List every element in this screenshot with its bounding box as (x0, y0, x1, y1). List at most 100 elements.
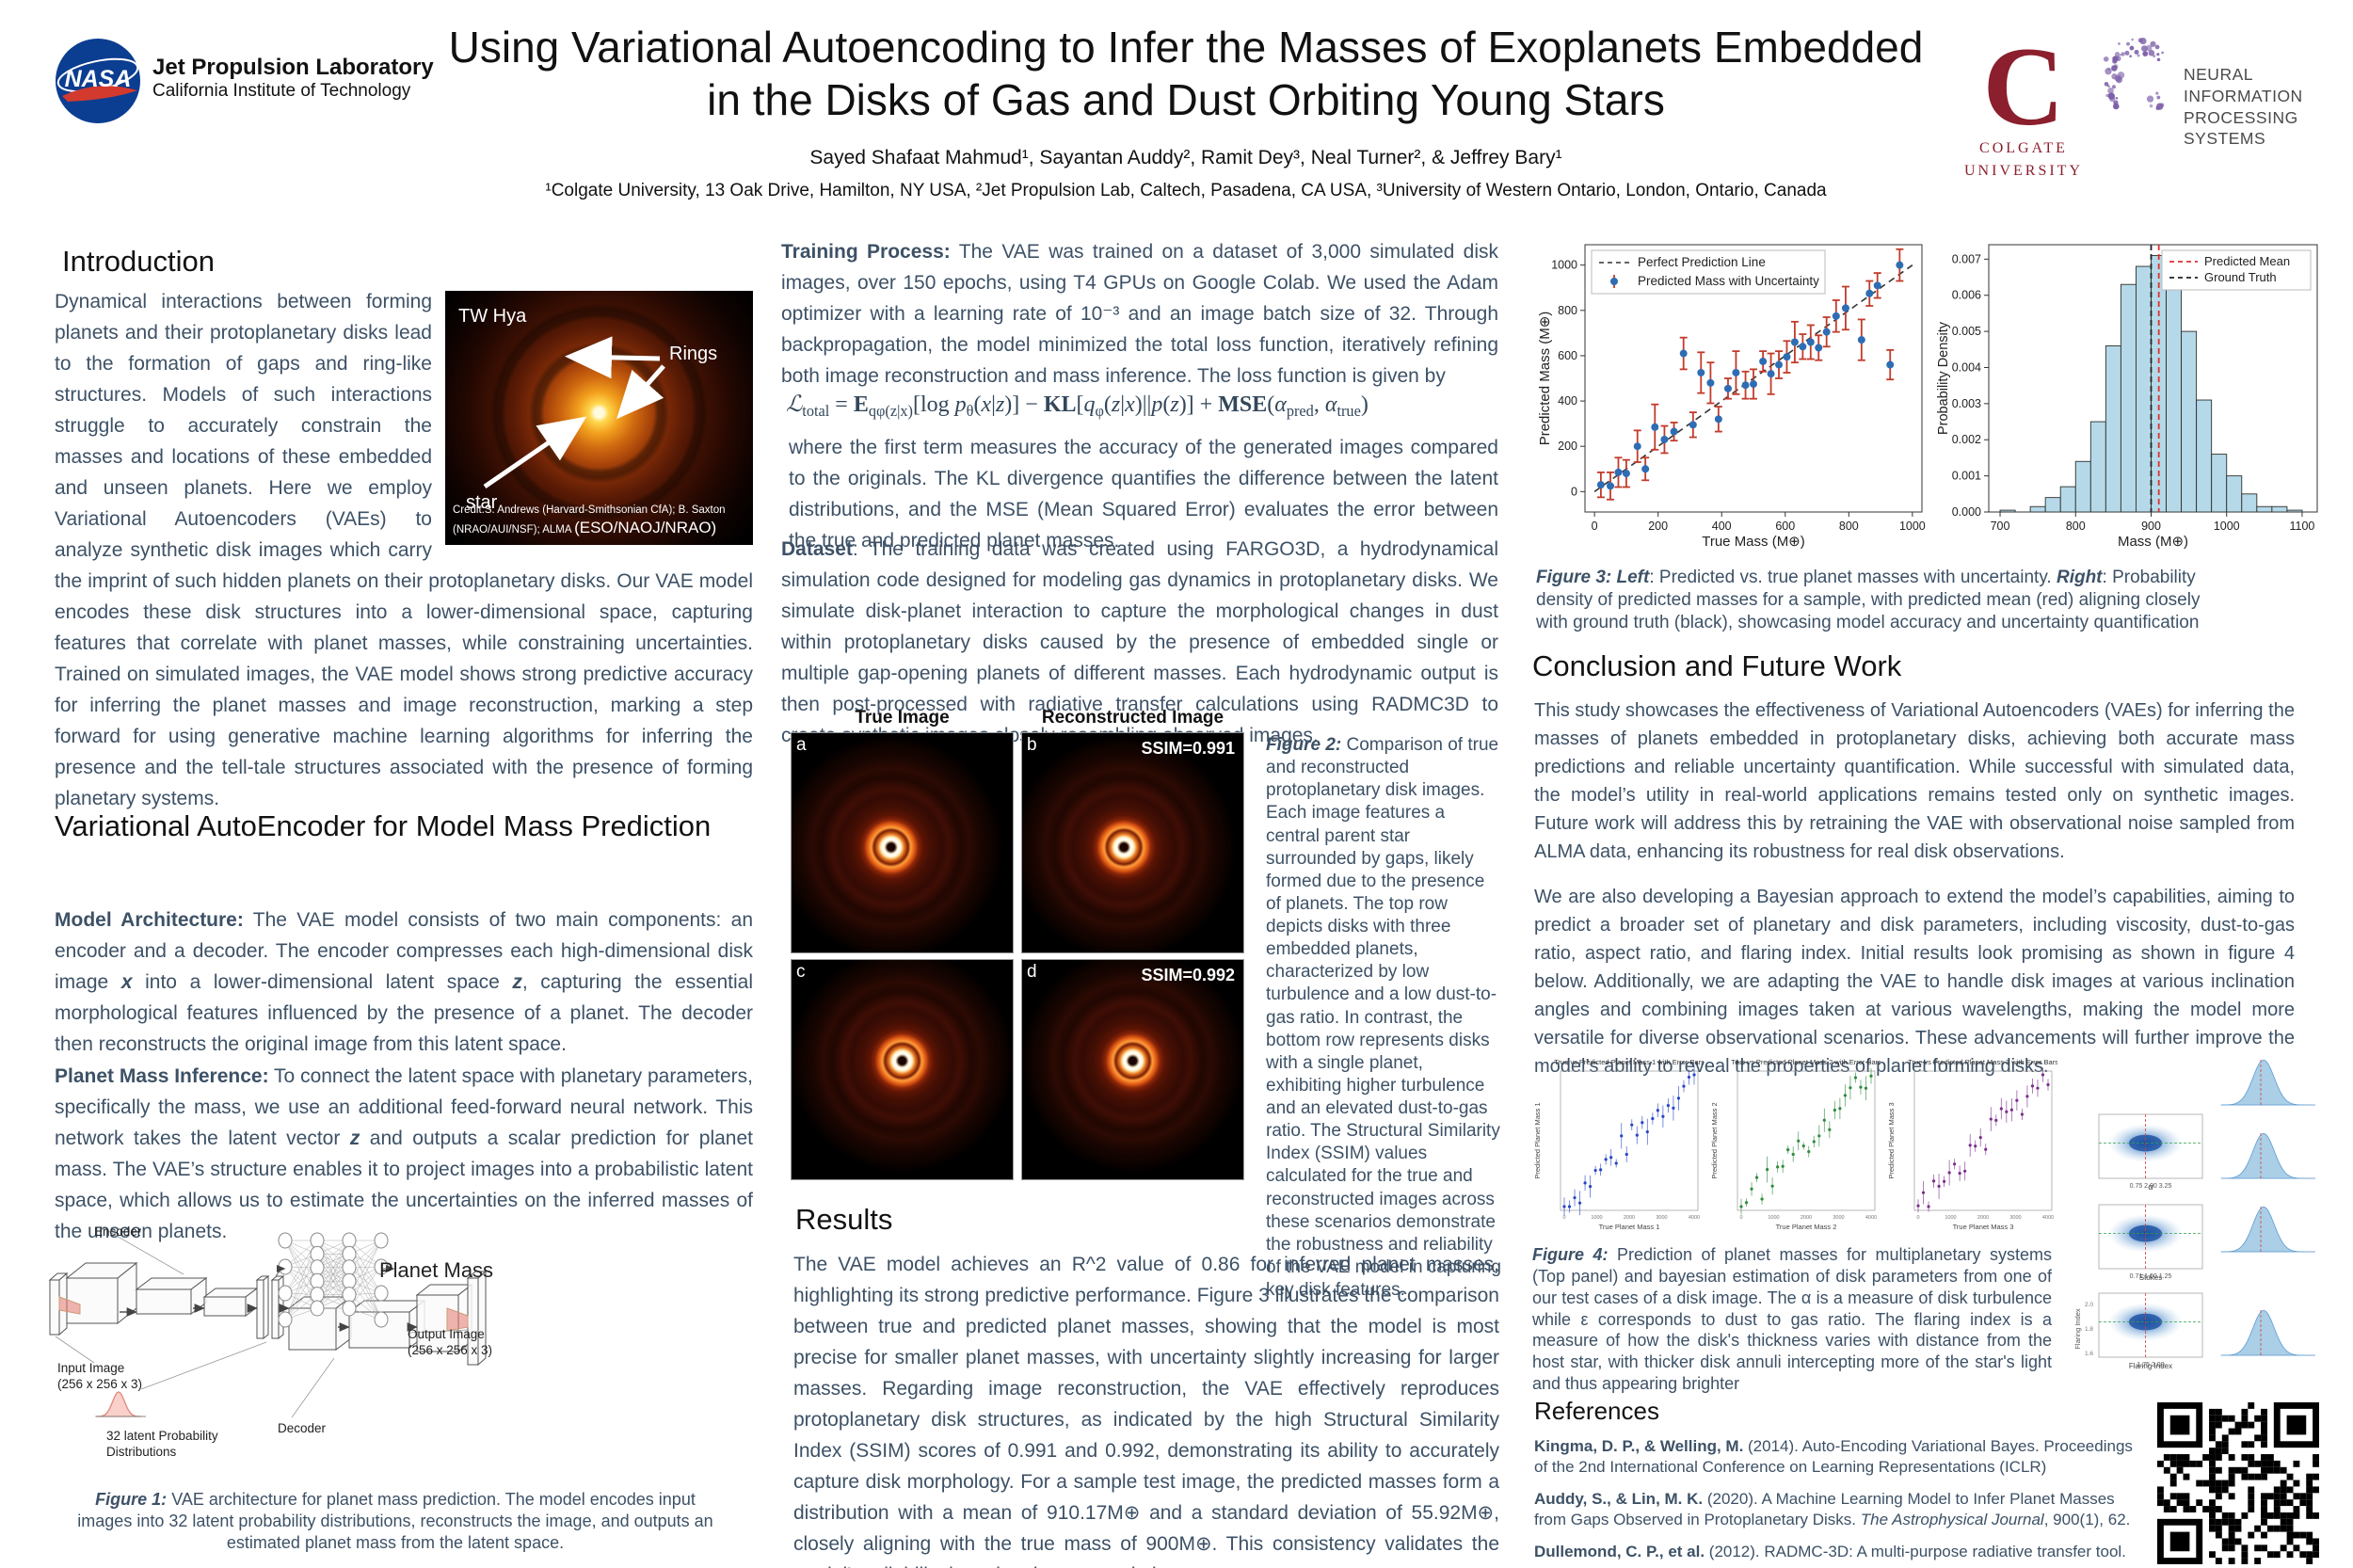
svg-text:800: 800 (1558, 304, 1577, 317)
qr-code (2157, 1402, 2319, 1568)
svg-text:1000: 1000 (1945, 1215, 1956, 1221)
svg-text:1.8: 1.8 (2085, 1326, 2093, 1333)
tw-hya-rings-label: Rings (669, 344, 718, 364)
svg-text:2000: 2000 (1977, 1215, 1989, 1221)
colgate-line2: UNIVERSITY (1964, 163, 2083, 179)
dataset-paragraph: Dataset: The training data was created u… (781, 538, 1498, 746)
figure3-scatter-chart: 0 200 400 600 800 1000 0 200 400 600 800 1000 True M… (1536, 237, 1931, 560)
svg-text:Perfect Prediction Line: Perfect Prediction Line (1638, 255, 1766, 269)
fig2-image-c: c (791, 959, 1014, 1180)
colgate-logo: C COLGATE UNIVERSITY (1962, 30, 2085, 183)
svg-text:800: 800 (2066, 520, 2086, 533)
conclusion-p1: This study showcases the effectiveness o… (1534, 700, 2295, 862)
svg-text:0: 0 (1571, 485, 1577, 498)
tw-hya-star-label: star (466, 492, 498, 513)
svg-text:True Planet Mass 1: True Planet Mass 1 (1599, 1223, 1660, 1231)
svg-text:3000: 3000 (1656, 1215, 1667, 1221)
svg-text:0.006: 0.006 (1952, 289, 1981, 302)
tw-hya-credit: Credit:S. Andrews (Harvard-Smithsonian C… (453, 504, 726, 537)
fig1-planet-mass-label: Planet Mass (379, 1258, 494, 1282)
fig2-image-b: b SSIM=0.991 (1021, 732, 1244, 953)
svg-text:700: 700 (1991, 520, 2010, 533)
svg-text:Flaring Index: Flaring Index (2073, 1308, 2082, 1350)
svg-text:3000: 3000 (1833, 1215, 1844, 1221)
intro-paragraph: TW Hya Rings star Credit:S. Andrews (Har… (55, 287, 753, 814)
references-heading: References (1534, 1397, 1659, 1425)
where-paragraph: where the first term measures the accura… (789, 437, 1498, 552)
svg-text:Predicted Planet Mass 3: Predicted Planet Mass 3 (1887, 1102, 1896, 1178)
svg-text:0.000: 0.000 (1952, 505, 1981, 519)
svg-text:0.71 1.00 1.25: 0.71 1.00 1.25 (2130, 1273, 2172, 1280)
svg-text:4000: 4000 (1865, 1215, 1877, 1221)
svg-text:0.003: 0.003 (1952, 397, 1981, 410)
fig1-latent-label: 32 latent Probability Distributions (106, 1429, 218, 1459)
authors-line: Sayed Shafaat Mahmud¹, Sayantan Auddy², … (809, 147, 1562, 168)
planet-mass-paragraph: Planet Mass Inference: To connect the la… (55, 1065, 754, 1242)
svg-text:Ground Truth: Ground Truth (2204, 270, 2277, 284)
svg-text:1100: 1100 (2290, 520, 2315, 533)
svg-text:2.0: 2.0 (2085, 1302, 2093, 1308)
fig1-encoder-label: Encoder (94, 1224, 142, 1239)
svg-text:1000: 1000 (1551, 259, 1577, 272)
neurips-logo: NEURAL INFORMATION PROCESSING SYSTEMS (2094, 28, 2329, 148)
affiliations-line: ¹Colgate University, 13 Oak Drive, Hamil… (545, 181, 1827, 200)
fig2-col2-title: Reconstructed Image (1041, 708, 1225, 728)
svg-text:400: 400 (1558, 394, 1577, 408)
neurips-line2: PROCESSING SYSTEMS (2184, 107, 2298, 149)
page-title: Using Variational Autoencoding to Infer … (448, 23, 1924, 125)
intro-heading: Introduction (62, 245, 215, 278)
svg-text:400: 400 (1712, 520, 1732, 533)
tw-hya-arrows-icon (483, 336, 665, 489)
fig2-image-d: d SSIM=0.992 (1021, 959, 1244, 1180)
svg-text:3000: 3000 (2009, 1215, 2021, 1221)
svg-text:Predicted Planet Mass 2: Predicted Planet Mass 2 (1710, 1102, 1719, 1178)
svg-text:NASA: NASA (65, 66, 132, 92)
svg-text:0.75 2.00 3.25: 0.75 2.00 3.25 (2130, 1183, 2172, 1190)
svg-text:1000: 1000 (2214, 520, 2240, 533)
fig2-letter-c: c (796, 962, 806, 982)
svg-text:600: 600 (1775, 520, 1795, 533)
figure4-corner-panel: 0.75 2.00 3.25 α 0.71 1.00 1.25 Stokes 1.75 … (2071, 1056, 2327, 1381)
svg-text:True vs Predicted Planet Mass: True vs Predicted Planet Mass 3 with Err… (1908, 1058, 2057, 1066)
fig2-ssim-bottom: SSIM=0.992 (1141, 966, 1235, 984)
svg-text:2000: 2000 (1624, 1215, 1635, 1221)
fig1-input-label: Input Image (256 x 256 x 3) (57, 1361, 143, 1391)
neurips-line1: NEURAL INFORMATION (2184, 65, 2303, 105)
svg-text:0.007: 0.007 (1952, 252, 1981, 265)
colgate-line1: COLGATE (1979, 140, 2068, 156)
svg-text:2000: 2000 (1801, 1215, 1812, 1221)
figure2-caption: Figure 2: Comparison of true and reconst… (1266, 735, 1501, 1300)
fig2-letter-b: b (1027, 735, 1037, 755)
svg-text:4000: 4000 (1689, 1215, 1700, 1221)
svg-text:1000: 1000 (1768, 1215, 1779, 1221)
svg-text:0: 0 (1562, 1215, 1565, 1221)
svg-text:Predicted Mass with Uncertaint: Predicted Mass with Uncertainty (1638, 274, 1819, 288)
conclusion-p2: We are also developing a Bayesian approa… (1534, 887, 2295, 1077)
svg-text:True vs Predicted Planet Mass: True vs Predicted Planet Mass 2 with Err… (1731, 1058, 1881, 1066)
svg-text:0: 0 (1916, 1215, 1919, 1221)
fig2-ssim-top: SSIM=0.991 (1141, 739, 1235, 758)
figure1-diagram: Encoder Decoder Planet Mass Input Image … (42, 1222, 739, 1462)
svg-text:200: 200 (1648, 520, 1668, 533)
figure4-top-panel: True vs Predicted Planet Mass 1 with Err… (1532, 1056, 2057, 1235)
fig2-col1-title: True Image (855, 708, 950, 728)
svg-text:1000: 1000 (1899, 520, 1926, 533)
reference-item: Dullemond, C. P., et al. (2012). RADMC-3… (1534, 1542, 2126, 1560)
conclusion-heading: Conclusion and Future Work (1532, 649, 1902, 682)
fig2-letter-d: d (1027, 962, 1037, 982)
figure3-caption: Figure 3: Left: Predicted vs. true plane… (1536, 568, 2201, 633)
svg-text:True vs Predicted Planet Mass: True vs Predicted Planet Mass 1 with Err… (1554, 1058, 1704, 1066)
reference-item: Kingma, D. P., & Welling, M. (2014). Aut… (1534, 1437, 2133, 1477)
fig2-image-a: a (791, 732, 1014, 953)
svg-text:Predicted Mass (M⊕): Predicted Mass (M⊕) (1537, 312, 1553, 446)
svg-text:α: α (2148, 1182, 2153, 1192)
svg-text:0.002: 0.002 (1952, 433, 1981, 446)
svg-text:900: 900 (2141, 520, 2161, 533)
svg-text:True Planet Mass 2: True Planet Mass 2 (1776, 1223, 1837, 1231)
svg-text:Probability Density: Probability Density (1936, 321, 1951, 435)
svg-text:4000: 4000 (2042, 1215, 2054, 1221)
training-paragraph: Training Process: The VAE was trained on… (781, 241, 1498, 387)
figure1-caption: Figure 1: VAE architecture for planet ma… (77, 1490, 713, 1552)
references-list: Kingma, D. P., & Welling, M. (2014). Aut… (1534, 1436, 2137, 1568)
